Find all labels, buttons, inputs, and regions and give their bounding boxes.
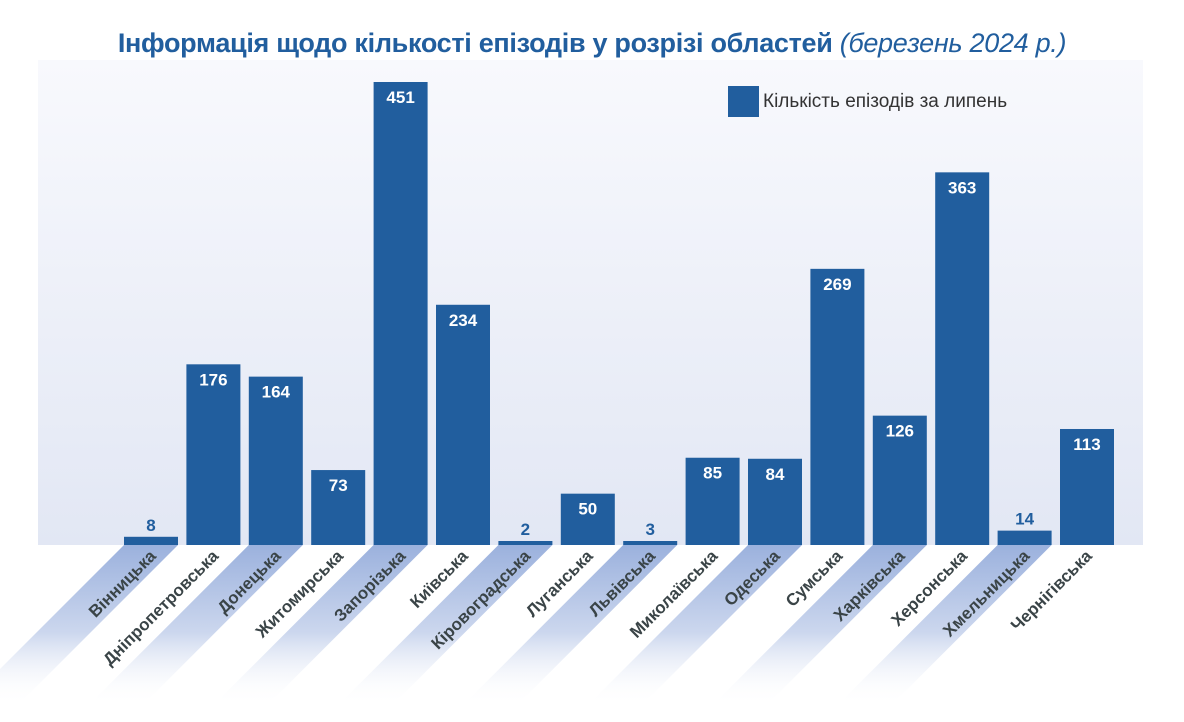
bar — [186, 364, 241, 545]
legend: Кількість епізодів за липень — [728, 86, 1007, 117]
chart-title: Інформація щодо кількості епізодів у роз… — [0, 28, 1184, 59]
data-label: 3 — [645, 520, 654, 539]
bar — [248, 376, 303, 545]
data-label: 85 — [703, 464, 722, 483]
bar — [810, 268, 865, 545]
data-label: 113 — [1073, 435, 1100, 454]
label-stripe — [712, 545, 927, 705]
data-label: 451 — [386, 88, 414, 107]
bar — [560, 493, 615, 545]
data-label: 363 — [948, 178, 976, 197]
data-label: 176 — [199, 370, 227, 389]
chart-title-main: Інформація щодо кількості епізодів у роз… — [117, 28, 833, 58]
data-label: 84 — [766, 465, 785, 484]
bar — [124, 536, 178, 545]
data-label: 73 — [329, 476, 348, 495]
data-label: 126 — [886, 422, 914, 441]
data-label: 14 — [1015, 510, 1034, 529]
label-stripe — [0, 545, 178, 705]
data-label: 50 — [578, 500, 597, 519]
bar — [1060, 428, 1114, 545]
bar — [935, 172, 990, 545]
bar — [311, 470, 366, 545]
legend-swatch — [728, 86, 759, 117]
bar — [373, 82, 428, 545]
label-stripe — [588, 545, 802, 705]
label-stripe — [338, 545, 553, 705]
data-label: 164 — [262, 383, 291, 402]
bar — [623, 541, 678, 545]
data-label: 234 — [449, 311, 478, 330]
label-stripe — [88, 545, 303, 705]
data-label: 269 — [823, 275, 851, 294]
label-stripe — [213, 545, 428, 705]
bar — [436, 304, 490, 545]
bar — [748, 458, 802, 545]
data-label: 8 — [146, 516, 155, 535]
bar — [498, 541, 553, 545]
label-stripe — [463, 545, 678, 705]
bar — [997, 530, 1052, 545]
bar — [872, 415, 927, 545]
data-label: 2 — [521, 520, 530, 539]
bar — [685, 457, 740, 545]
label-stripe — [837, 545, 1052, 705]
legend-label: Кількість епізодів за липень — [763, 90, 1008, 112]
chart-subtitle: (березень 2024 р.) — [839, 28, 1067, 58]
